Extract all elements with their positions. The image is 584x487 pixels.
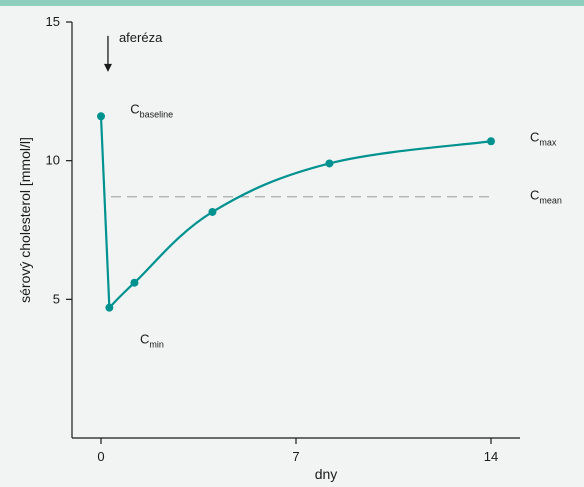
y-axis-title: sérový cholesterol [mmol/l] [17,137,33,303]
y-tick-label: 10 [46,153,60,168]
annotation-baseline-subscript: baseline [140,110,174,120]
annotation-baseline-base: C [130,102,139,117]
annotation-mean-subscript: mean [539,195,562,205]
annotation-min-base: C [140,332,149,347]
annotation-mean: Cmean [530,187,562,205]
data-point [97,112,105,121]
y-tick-label: 15 [46,14,60,29]
data-point [325,159,334,168]
y-tick-label: 5 [53,291,60,306]
header-band [0,0,584,6]
annotation-max: Cmax [530,129,557,147]
series-line [99,116,492,309]
apheresis-label: aferéza [119,30,163,45]
x-tick-label: 7 [292,449,299,464]
x-axis-title: dny [315,466,338,482]
annotation-max-subscript: max [539,137,557,147]
x-tick-label: 14 [484,449,498,464]
annotation-baseline: Cbaseline [130,102,173,120]
annotation-max-base: C [530,129,539,144]
x-tick-label: 0 [97,449,104,464]
data-point [105,303,114,312]
annotation-min: Cmin [140,332,164,350]
data-point [130,278,139,287]
annotation-mean-base: C [530,187,539,202]
apheresis-arrow-head [103,63,112,72]
data-point [487,137,495,146]
data-point [208,207,217,216]
annotation-min-subscript: min [149,340,164,350]
